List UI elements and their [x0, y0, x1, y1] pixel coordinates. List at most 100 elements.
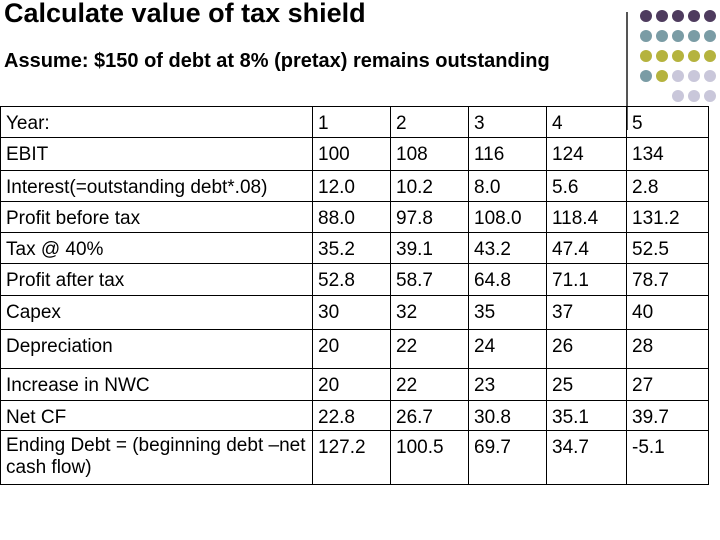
row-label-text: Ending Debt = (beginning debt –net cash …: [6, 435, 306, 478]
slide-subtitle: Assume: $150 of debt at 8% (pretax) rema…: [4, 50, 550, 72]
decorative-dot: [672, 10, 684, 22]
table-cell: -5.1: [626, 430, 709, 485]
decorative-dot: [688, 70, 700, 82]
table-cell: 34.7: [546, 430, 627, 485]
table-cell: 12.0: [312, 170, 391, 202]
table-cell: 97.8: [390, 201, 469, 233]
row-label: Increase in NWC: [0, 368, 313, 401]
table-cell: 26.7: [390, 400, 469, 431]
table-cell: 43.2: [468, 232, 547, 264]
decorative-dot: [688, 90, 700, 102]
table-cell: 39.1: [390, 232, 469, 264]
tax-shield-table: Year: 1 2 3 4 5 EBIT 100 108 116 124 134…: [0, 106, 709, 485]
table-row: Ending Debt = (beginning debt –net cash …: [0, 430, 709, 485]
table-cell: 27: [626, 368, 709, 401]
table-cell: 28: [626, 329, 709, 369]
table-cell: 24: [468, 329, 547, 369]
table-row: Profit after tax 52.8 58.7 64.8 71.1 78.…: [0, 263, 709, 296]
table-cell: 37: [546, 295, 627, 330]
table-row: Tax @ 40% 35.2 39.1 43.2 47.4 52.5: [0, 232, 709, 264]
table-row: Profit before tax 88.0 97.8 108.0 118.4 …: [0, 201, 709, 233]
table-cell: 5.6: [546, 170, 627, 202]
row-label: Year:: [0, 106, 313, 138]
table-cell: 71.1: [546, 263, 627, 296]
decorative-divider: [626, 12, 628, 130]
decorative-dot: [640, 70, 652, 82]
table-cell: 116: [468, 137, 547, 171]
decorative-dot: [688, 30, 700, 42]
table-cell: 8.0: [468, 170, 547, 202]
table-row: EBIT 100 108 116 124 134: [0, 137, 709, 171]
row-label: Interest(=outstanding debt*.08): [0, 170, 313, 202]
table-cell: 58.7: [390, 263, 469, 296]
table-row: Year: 1 2 3 4 5: [0, 106, 709, 138]
table-cell: 108.0: [468, 201, 547, 233]
table-row: Depreciation 20 22 24 26 28: [0, 329, 709, 369]
table-cell: 25: [546, 368, 627, 401]
table-cell: 4: [546, 106, 627, 138]
decorative-dot: [672, 90, 684, 102]
row-label: Profit before tax: [0, 201, 313, 233]
table-cell: 47.4: [546, 232, 627, 264]
decorative-dot: [688, 50, 700, 62]
decorative-dot: [672, 70, 684, 82]
table-cell: 23: [468, 368, 547, 401]
row-label: Tax @ 40%: [0, 232, 313, 264]
table-cell: 100: [312, 137, 391, 171]
decorative-dot: [688, 10, 700, 22]
decorative-dot: [704, 50, 716, 62]
decorative-dot: [704, 70, 716, 82]
row-label: Capex: [0, 295, 313, 330]
table-cell: 39.7: [626, 400, 709, 431]
table-cell: 124: [546, 137, 627, 171]
table-cell: 5: [626, 106, 709, 138]
decorative-dot: [656, 10, 668, 22]
table-cell: 2.8: [626, 170, 709, 202]
table-cell: 2: [390, 106, 469, 138]
table-cell: 32: [390, 295, 469, 330]
table-cell: 35: [468, 295, 547, 330]
table-cell: 52.5: [626, 232, 709, 264]
decorative-dot: [704, 90, 716, 102]
decorative-dot: [672, 50, 684, 62]
table-cell: 134: [626, 137, 709, 171]
table-cell: 20: [312, 368, 391, 401]
decorative-dot: [656, 50, 668, 62]
table-row: Increase in NWC 20 22 23 25 27: [0, 368, 709, 401]
table-cell: 22: [390, 368, 469, 401]
decorative-dot: [704, 30, 716, 42]
table-row: Interest(=outstanding debt*.08) 12.0 10.…: [0, 170, 709, 202]
table-cell: 64.8: [468, 263, 547, 296]
row-label: EBIT: [0, 137, 313, 171]
table-cell: 88.0: [312, 201, 391, 233]
row-label: Depreciation: [0, 329, 313, 369]
decorative-dot-grid: [640, 10, 720, 120]
slide-title: Calculate value of tax shield: [4, 0, 366, 28]
decorative-dot: [640, 30, 652, 42]
table-cell: 35.2: [312, 232, 391, 264]
row-label: Net CF: [0, 400, 313, 431]
decorative-dot: [656, 70, 668, 82]
row-label: Profit after tax: [0, 263, 313, 296]
table-cell: 40: [626, 295, 709, 330]
table-row: Net CF 22.8 26.7 30.8 35.1 39.7: [0, 400, 709, 431]
table-cell: 35.1: [546, 400, 627, 431]
table-cell: 52.8: [312, 263, 391, 296]
table-cell: 131.2: [626, 201, 709, 233]
table-cell: 78.7: [626, 263, 709, 296]
decorative-dot: [640, 50, 652, 62]
table-cell: 22.8: [312, 400, 391, 431]
row-label: Ending Debt = (beginning debt –net cash …: [0, 430, 313, 485]
table-row: Capex 30 32 35 37 40: [0, 295, 709, 330]
table-cell: 100.5: [390, 430, 469, 485]
table-cell: 1: [312, 106, 391, 138]
table-cell: 20: [312, 329, 391, 369]
decorative-dot: [656, 30, 668, 42]
table-cell: 69.7: [468, 430, 547, 485]
table-cell: 26: [546, 329, 627, 369]
decorative-dot: [640, 10, 652, 22]
table-cell: 10.2: [390, 170, 469, 202]
table-cell: 22: [390, 329, 469, 369]
table-cell: 118.4: [546, 201, 627, 233]
table-cell: 127.2: [312, 430, 391, 485]
